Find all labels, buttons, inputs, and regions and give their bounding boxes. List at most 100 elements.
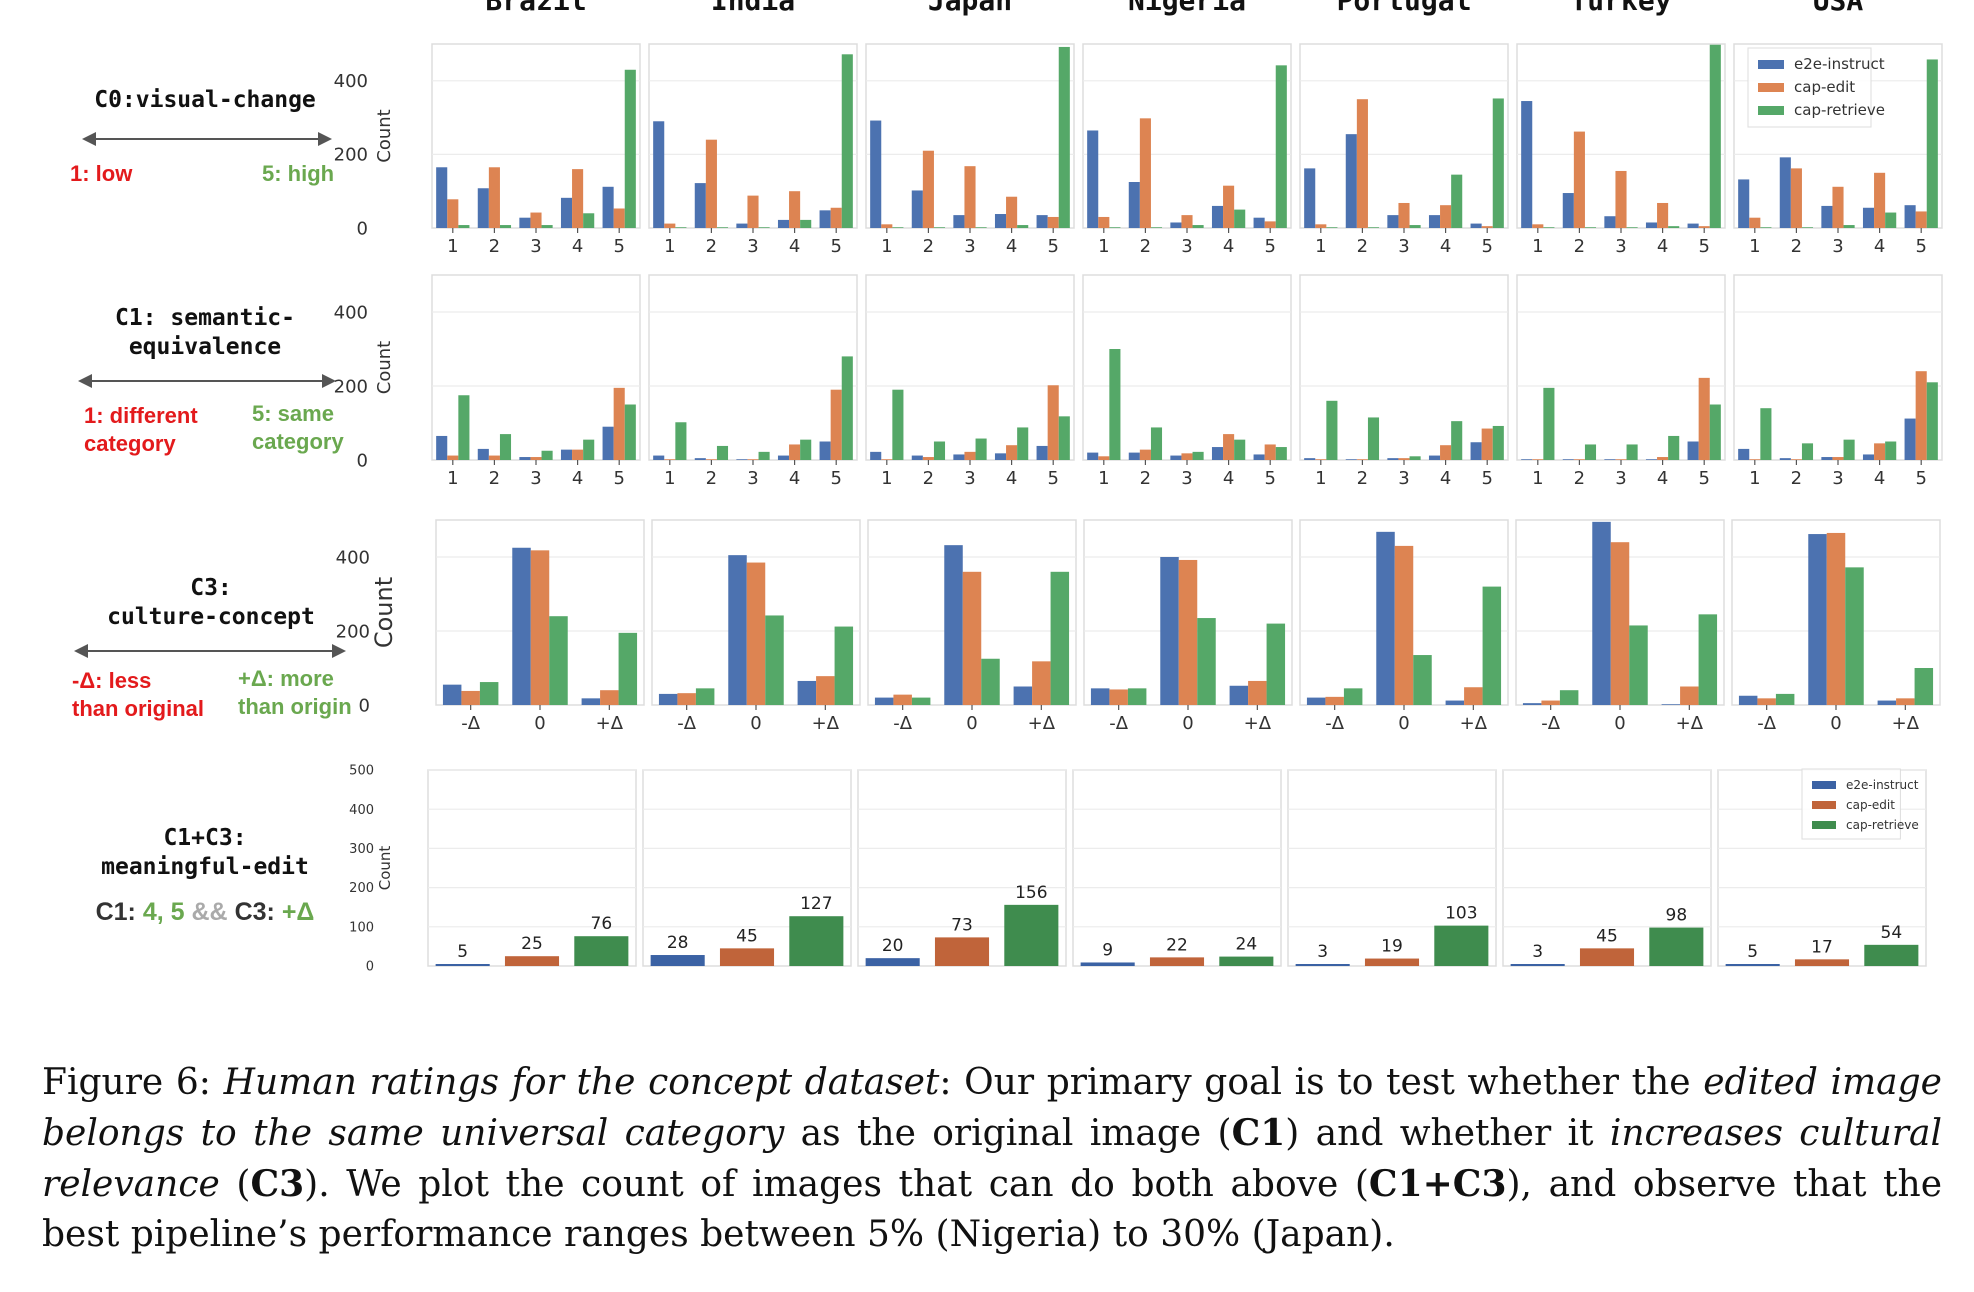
country-title-usa: USA bbox=[1813, 0, 1864, 17]
bar-c1-usa-1-cap-retrieve bbox=[1760, 408, 1772, 460]
bar-c1-c3-japan-cap-edit bbox=[934, 937, 990, 966]
c3-title-line1: C3: bbox=[190, 575, 232, 601]
bar-c0-nigeria-3-cap-retrieve bbox=[1192, 225, 1204, 228]
bar-c0-brazil-1-cap-retrieve bbox=[458, 225, 470, 228]
x-tick-c0-usa-1: 2 bbox=[1791, 236, 1802, 257]
bar-c0-nigeria-4-cap-edit bbox=[1223, 185, 1235, 228]
y-tick-c1-c3-300: 300 bbox=[349, 842, 374, 857]
bar-c0-japan-2-e2e-instruct bbox=[911, 190, 923, 228]
bar-c1-c3-nigeria-cap-retrieve bbox=[1219, 956, 1274, 966]
x-tick-c0-india-2: 3 bbox=[747, 236, 758, 257]
bar-c0-portugal-4-cap-edit bbox=[1440, 205, 1452, 228]
bar-c0-japan-4-cap-retrieve bbox=[1017, 225, 1029, 228]
bar-c1-india-2-cap-edit bbox=[705, 459, 717, 460]
bar-c1-nigeria-3-e2e-instruct bbox=[1170, 455, 1182, 460]
bar-c3-turkey--e2e-instruct bbox=[1522, 703, 1542, 705]
x-tick-c1-brazil-1: 2 bbox=[489, 468, 500, 489]
bar-c3-japan-0-e2e-instruct bbox=[944, 545, 963, 705]
data-label-c1-c3-nigeria-cap-retrieve: 24 bbox=[1236, 935, 1258, 955]
bar-c1-brazil-3-cap-retrieve bbox=[541, 450, 553, 460]
x-tick-c1-brazil-3: 4 bbox=[572, 468, 583, 489]
bar-c1-usa-3-e2e-instruct bbox=[1821, 457, 1833, 460]
c3-low-line1: -Δ: less bbox=[72, 668, 152, 693]
y-tick-c1-c3-200: 200 bbox=[349, 881, 374, 896]
c1-low-line2: category bbox=[84, 431, 176, 456]
legend-label-c13-e2e-instruct: e2e-instruct bbox=[1846, 778, 1919, 792]
c3-high-line2: than origin bbox=[238, 694, 352, 719]
y-tick-c1-200: 200 bbox=[334, 376, 368, 397]
caption-t3: edited image belongs to the same univers… bbox=[42, 1062, 1942, 1154]
bar-c1-portugal-3-cap-edit bbox=[1398, 458, 1410, 460]
bar-c1-japan-2-e2e-instruct bbox=[911, 455, 923, 460]
bar-c3-japan--cap-edit bbox=[893, 694, 912, 705]
bar-c0-turkey-2-cap-retrieve bbox=[1584, 227, 1597, 228]
bar-c0-brazil-2-cap-edit bbox=[488, 167, 500, 228]
data-label-c1-c3-turkey-cap-retrieve: 98 bbox=[1666, 906, 1688, 926]
country-title-japan: Japan bbox=[928, 0, 1012, 17]
x-tick-c1-portugal-1: 2 bbox=[1357, 468, 1368, 489]
bar-c1-usa-4-cap-edit bbox=[1874, 443, 1886, 460]
data-label-c1-c3-portugal-e2e-instruct: 3 bbox=[1317, 942, 1328, 962]
bar-c0-brazil-3-cap-retrieve bbox=[541, 225, 553, 228]
c1-title: C1: semantic- equivalence bbox=[30, 304, 380, 362]
bar-c1-turkey-5-cap-retrieve bbox=[1709, 404, 1721, 460]
y-tick-c0-400: 400 bbox=[334, 71, 368, 92]
x-tick-c1-turkey-2: 3 bbox=[1615, 468, 1626, 489]
bar-c0-turkey-1-cap-edit bbox=[1532, 224, 1544, 228]
bar-c3-nigeria-0-cap-retrieve bbox=[1197, 618, 1216, 705]
bar-c0-nigeria-5-cap-retrieve bbox=[1275, 65, 1287, 229]
c13-formula: C1: 4, 5 && C3: +Δ bbox=[30, 898, 380, 926]
bar-c1-nigeria-4-cap-edit bbox=[1223, 434, 1235, 460]
bar-c1-india-5-cap-retrieve bbox=[841, 356, 853, 460]
x-tick-c0-india-3: 4 bbox=[789, 236, 800, 257]
bar-c0-nigeria-1-e2e-instruct bbox=[1087, 130, 1099, 228]
figure-caption: Figure 6: Human ratings for the concept … bbox=[42, 1058, 1942, 1260]
bar-c0-india-5-cap-retrieve bbox=[841, 54, 853, 228]
x-tick-c0-nigeria-2: 3 bbox=[1181, 236, 1192, 257]
bar-c3-portugal-0-cap-retrieve bbox=[1413, 655, 1432, 705]
bar-c1-portugal-5-e2e-instruct bbox=[1470, 442, 1482, 460]
bar-c1-nigeria-4-cap-retrieve bbox=[1234, 439, 1246, 460]
bar-c3-usa-0-e2e-instruct bbox=[1808, 534, 1827, 705]
bar-c1-nigeria-5-cap-retrieve bbox=[1275, 447, 1287, 460]
bar-c3-brazil--e2e-instruct bbox=[581, 698, 601, 705]
bar-c1-nigeria-1-cap-edit bbox=[1098, 456, 1110, 460]
bar-c1-brazil-1-cap-edit bbox=[447, 455, 459, 460]
bar-c1-japan-3-e2e-instruct bbox=[953, 454, 965, 460]
bar-c1-brazil-4-cap-edit bbox=[572, 449, 584, 460]
bar-c1-c3-brazil-cap-edit bbox=[504, 956, 560, 966]
x-tick-c0-brazil-4: 5 bbox=[613, 236, 624, 257]
bar-c1-india-3-e2e-instruct bbox=[736, 459, 748, 460]
x-tick-c1-india-0: 1 bbox=[664, 468, 675, 489]
figure: Brazil India Japan Nigeria Portugal Turkey USA… bbox=[30, 0, 1943, 975]
bar-c1-japan-1-cap-retrieve bbox=[892, 389, 904, 460]
bar-c1-c3-india-cap-retrieve bbox=[789, 916, 844, 966]
x-tick-c1-nigeria-0: 1 bbox=[1098, 468, 1109, 489]
panel-c0-nigeria bbox=[1082, 43, 1292, 229]
caption-t7: increases cultural relevance bbox=[42, 1113, 1942, 1205]
x-tick-c0-brazil-3: 4 bbox=[572, 236, 583, 257]
bar-c1-turkey-1-cap-retrieve bbox=[1543, 387, 1555, 460]
x-tick-c1-portugal-4: 5 bbox=[1481, 468, 1492, 489]
bar-c0-brazil-2-cap-retrieve bbox=[499, 225, 512, 228]
bar-c0-portugal-1-cap-edit bbox=[1315, 224, 1327, 228]
y-axis-label-c1-c3: Count bbox=[376, 846, 394, 891]
bar-c3-nigeria--cap-retrieve bbox=[1266, 623, 1286, 705]
bar-c3-nigeria--cap-edit bbox=[1248, 680, 1267, 705]
bar-c1-usa-2-cap-edit bbox=[1790, 459, 1802, 460]
x-tick-c1-nigeria-1: 2 bbox=[1140, 468, 1151, 489]
x-tick-c0-turkey-1: 2 bbox=[1574, 236, 1585, 257]
x-tick-c0-turkey-0: 1 bbox=[1532, 236, 1543, 257]
bar-c1-c3-portugal-e2e-instruct bbox=[1295, 964, 1350, 966]
bar-c0-usa-1-cap-retrieve bbox=[1760, 227, 1772, 228]
data-label-c1-c3-usa-e2e-instruct: 5 bbox=[1747, 942, 1758, 962]
bar-c1-turkey-4-cap-edit bbox=[1657, 457, 1669, 460]
bar-c1-japan-1-e2e-instruct bbox=[870, 451, 882, 460]
legend-label-c0-cap-edit: cap-edit bbox=[1794, 78, 1855, 96]
x-tick-c0-india-1: 2 bbox=[706, 236, 717, 257]
caption-t9: C3 bbox=[250, 1163, 305, 1205]
bar-c0-turkey-5-e2e-instruct bbox=[1687, 223, 1699, 228]
x-tick-c0-usa-0: 1 bbox=[1749, 236, 1760, 257]
y-tick-c3-400: 400 bbox=[336, 547, 370, 568]
data-label-c1-c3-india-cap-edit: 45 bbox=[736, 926, 758, 946]
